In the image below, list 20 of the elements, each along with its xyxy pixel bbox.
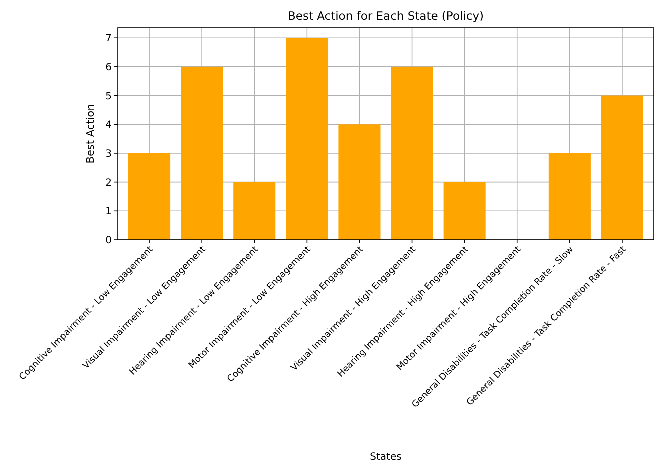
y-tick-label: 5	[106, 91, 112, 102]
y-tick-label: 1	[106, 206, 112, 218]
y-tick-label: 2	[106, 178, 112, 189]
bar	[391, 66, 434, 240]
y-tick-label: 7	[106, 34, 112, 45]
bar	[181, 66, 224, 240]
y-axis-title: Best Action	[85, 104, 97, 164]
bar	[286, 38, 328, 240]
bar	[548, 153, 591, 240]
y-tick-label: 6	[106, 62, 112, 74]
y-tick-label: 3	[106, 148, 112, 160]
y-tick-label: 4	[106, 120, 112, 132]
bar	[601, 96, 644, 240]
bar	[234, 182, 276, 240]
bar	[128, 153, 171, 240]
bar	[338, 124, 381, 240]
y-tick-label: 0	[106, 236, 112, 246]
bar	[444, 182, 486, 240]
chart-title: Best Action for Each State (Policy)	[288, 9, 484, 23]
x-axis-title: States	[370, 452, 402, 463]
